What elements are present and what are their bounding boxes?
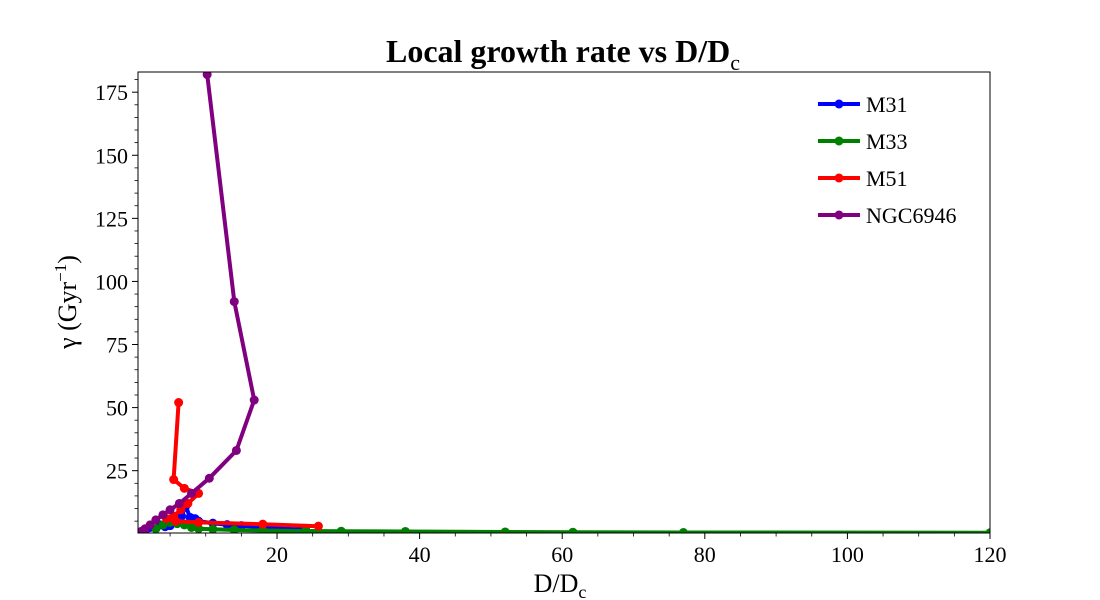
data-point-m33 [568, 527, 578, 533]
data-point-ngc6946 [229, 297, 239, 307]
x-tick-label: 40 [409, 542, 431, 567]
x-tick-label: 100 [831, 542, 864, 567]
y-tick-label: 175 [95, 80, 128, 105]
data-point-m33 [678, 527, 688, 533]
y-tick-label: 50 [106, 396, 128, 421]
data-point-m33 [229, 525, 239, 533]
x-tick-label: 120 [974, 542, 1007, 567]
data-point-ngc6946 [249, 395, 259, 405]
y-axis-label: γ (Gyr−1) [51, 255, 82, 350]
data-point-m51 [169, 475, 179, 485]
y-tick-label: 100 [95, 269, 128, 294]
y-tick-label: 150 [95, 143, 128, 168]
data-point-ngc6946 [204, 473, 214, 483]
data-point-m33 [208, 524, 218, 533]
x-tick-label: 60 [551, 542, 573, 567]
legend-label-m33: M33 [866, 129, 908, 154]
legend-marker-m33 [834, 136, 844, 146]
legend-marker-m51 [834, 173, 844, 183]
data-point-m51 [194, 517, 204, 527]
data-point-m51 [171, 516, 181, 526]
data-point-m33 [336, 526, 346, 533]
data-point-m33 [194, 524, 204, 533]
legend-label-m51: M51 [866, 166, 908, 191]
data-point-m33 [301, 526, 311, 533]
legend-label-ngc6946: NGC6946 [866, 203, 956, 228]
chart-title: Local growth rate vs D/Dc [386, 33, 740, 75]
data-point-ngc6946 [186, 488, 196, 498]
axes-frame [137, 71, 991, 534]
series-group [138, 72, 990, 533]
data-point-ngc6946 [174, 498, 184, 508]
data-point-ngc6946 [158, 510, 168, 520]
legend: M31 M33 M51 NGC6946 [818, 92, 956, 228]
data-point-ngc6946 [231, 445, 241, 455]
data-point-m51 [313, 521, 323, 531]
data-point-m33 [500, 527, 510, 533]
data-point-ngc6946 [138, 526, 147, 533]
data-point-m51 [174, 398, 184, 408]
data-point-m33 [400, 526, 410, 533]
data-point-m51 [179, 483, 189, 493]
legend-label-m31: M31 [866, 92, 908, 117]
y-tick-label: 125 [95, 206, 128, 231]
x-axis-label: D/Dc [534, 569, 587, 600]
x-tick-label: 20 [266, 542, 288, 567]
data-point-ngc6946 [202, 72, 212, 80]
data-point-m51 [183, 498, 193, 508]
data-point-m33 [186, 522, 196, 532]
legend-marker-m31 [834, 99, 844, 109]
data-point-ngc6946 [165, 505, 175, 515]
legend-marker-ngc6946 [834, 210, 844, 220]
y-tick-label: 25 [106, 459, 128, 484]
plot-area: 20 40 60 80 100 120 25 50 75 100 125 150 175 [95, 71, 1007, 567]
data-point-m33 [985, 528, 990, 533]
x-tick-label: 80 [694, 542, 716, 567]
data-point-m51 [258, 519, 268, 529]
y-tick-label: 75 [106, 333, 128, 358]
